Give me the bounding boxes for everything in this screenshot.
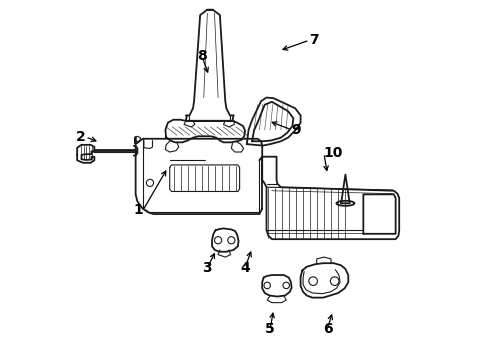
Text: 5: 5 — [265, 322, 275, 336]
Text: 7: 7 — [310, 33, 319, 47]
Text: 4: 4 — [240, 261, 250, 275]
Text: 1: 1 — [133, 203, 143, 217]
Text: 2: 2 — [75, 130, 85, 144]
Text: 3: 3 — [202, 261, 212, 275]
Text: 9: 9 — [292, 123, 301, 137]
Text: 10: 10 — [324, 146, 343, 160]
Text: 6: 6 — [323, 322, 332, 336]
Text: 8: 8 — [197, 49, 207, 63]
